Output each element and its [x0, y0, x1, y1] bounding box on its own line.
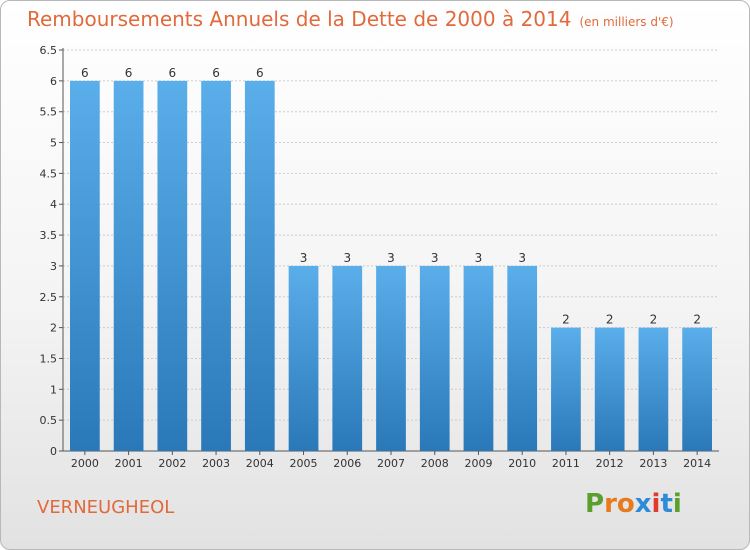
x-tick-label: 2004	[246, 457, 274, 470]
bar-value-label: 2	[650, 313, 658, 327]
logo-letter: P	[585, 489, 605, 519]
title-text: Remboursements Annuels de la Dette de 20…	[27, 7, 572, 31]
x-tick-labels: 2000 2001 2002 2003 2004 2005 2006 2007 2008 2009…	[71, 457, 711, 470]
bar-value-label: 2	[606, 313, 614, 327]
logo-letter: t	[660, 489, 673, 519]
bar-value-labels: 6 6 6 6 6 3 3 3 3 3 3 2 2 2 2	[81, 66, 701, 327]
x-tick-label: 2013	[639, 457, 667, 470]
x-tick-label: 2014	[683, 457, 711, 470]
bar	[638, 327, 669, 451]
y-tick-label: 3.5	[40, 229, 58, 242]
y-tick-label: 0.5	[40, 414, 58, 427]
bar-value-label: 3	[475, 251, 483, 265]
y-tick-label: 2.5	[40, 291, 58, 304]
y-tick-label: 2	[50, 322, 57, 335]
x-tick-label: 2002	[158, 457, 186, 470]
y-tick-labels: 0 0.5 1 1.5 2 2.5 3 3.5 4 4.5 5 5.5 6 6.5	[40, 44, 58, 458]
x-tick-label: 2012	[596, 457, 624, 470]
bar-value-label: 3	[343, 251, 351, 265]
logo-letter: i	[651, 489, 661, 519]
y-tick-label: 3	[50, 260, 57, 273]
bar	[288, 265, 319, 451]
unit-note: (en milliers d'€)	[579, 15, 674, 29]
bar	[507, 265, 538, 451]
x-tick-label: 2006	[333, 457, 361, 470]
bar	[463, 265, 494, 451]
bar	[682, 327, 713, 451]
x-tick-label: 2003	[202, 457, 230, 470]
x-tick-label: 2008	[421, 457, 449, 470]
x-tick-label: 2009	[464, 457, 492, 470]
bar	[113, 80, 144, 451]
proxiti-logo: Proxiti	[585, 489, 682, 519]
bar-value-label: 6	[81, 66, 89, 80]
bar	[244, 80, 275, 451]
bar-value-label: 3	[300, 251, 308, 265]
bar	[157, 80, 188, 451]
y-tick-label: 1	[50, 383, 57, 396]
x-tick-label: 2005	[290, 457, 318, 470]
x-tick-label: 2010	[508, 457, 536, 470]
bar-value-label: 3	[518, 251, 526, 265]
y-tick-label: 5.5	[40, 106, 58, 119]
bars	[69, 80, 713, 451]
bar	[332, 265, 363, 451]
y-tick-label: 1.5	[40, 352, 58, 365]
logo-letter: i	[672, 489, 682, 519]
logo-letter: x	[634, 489, 652, 519]
bar	[69, 80, 100, 451]
bar-value-label: 3	[431, 251, 439, 265]
bar	[594, 327, 625, 451]
x-tick-label: 2001	[115, 457, 143, 470]
y-tick-label: 5	[50, 137, 57, 150]
bar	[551, 327, 581, 451]
y-tick-label: 6.5	[40, 44, 58, 57]
bar	[201, 80, 231, 451]
bar-value-label: 3	[387, 251, 395, 265]
bar-value-label: 6	[125, 66, 133, 80]
bar-value-label: 2	[562, 313, 570, 327]
bar-value-label: 6	[212, 66, 220, 80]
x-tick-label: 2000	[71, 457, 99, 470]
y-tick-label: 6	[50, 75, 57, 88]
y-tick-label: 4.5	[40, 167, 58, 180]
bar-value-label: 6	[256, 66, 264, 80]
logo-letter: r	[604, 489, 617, 519]
bar	[376, 265, 406, 451]
bar-value-label: 6	[169, 66, 177, 80]
commune-name: VERNEUGHEOL	[37, 497, 175, 518]
x-tick-label: 2011	[552, 457, 580, 470]
y-tick-label: 4	[50, 198, 57, 211]
bar-value-label: 2	[693, 313, 701, 327]
bar	[419, 265, 450, 451]
y-tick-label: 0	[50, 445, 57, 458]
chart-title: Remboursements Annuels de la Dette de 20…	[27, 7, 674, 31]
logo-letter: o	[616, 489, 635, 519]
x-tick-label: 2007	[377, 457, 405, 470]
